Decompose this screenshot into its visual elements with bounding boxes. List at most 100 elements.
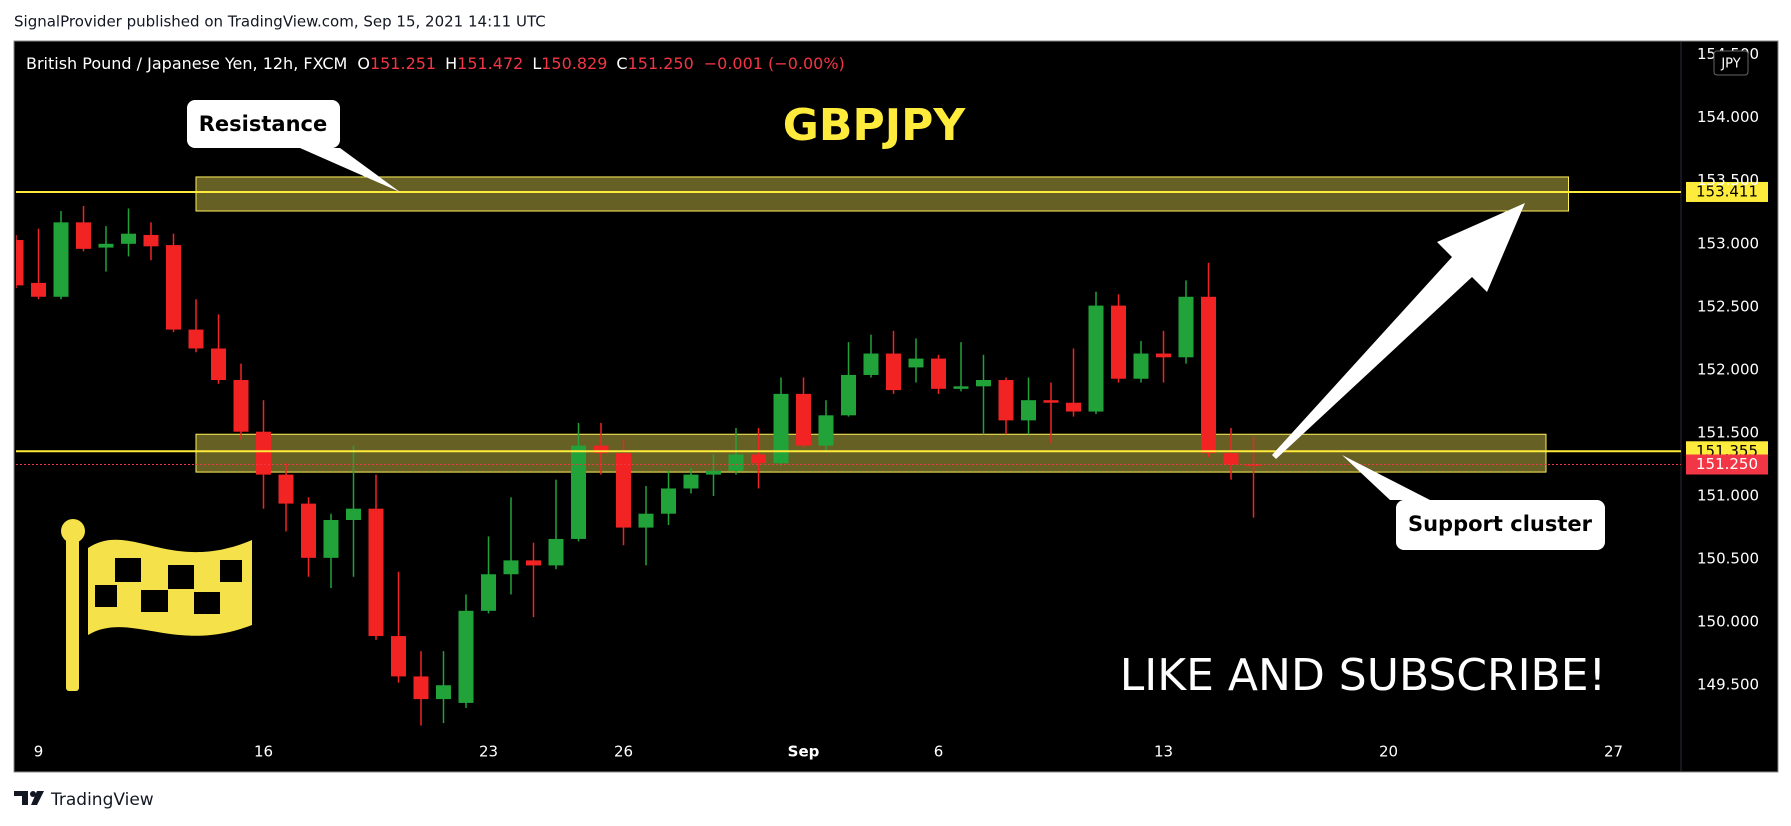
candle-body bbox=[1088, 305, 1104, 412]
y-tick-label: 149.500 bbox=[1697, 676, 1759, 694]
candle-body bbox=[953, 386, 969, 389]
candle-body bbox=[233, 380, 249, 432]
candle-body bbox=[728, 454, 744, 471]
c-value: 151.250 bbox=[628, 54, 694, 73]
x-tick-label: Sep bbox=[788, 743, 820, 761]
candle-body bbox=[931, 358, 946, 389]
candle-body bbox=[458, 610, 474, 703]
candle-body bbox=[211, 348, 226, 381]
candle-body bbox=[526, 560, 541, 566]
candle-body bbox=[278, 474, 294, 504]
candle-body bbox=[773, 393, 789, 464]
y-tick-label: 150.000 bbox=[1697, 613, 1759, 631]
y-tick-label: 152.500 bbox=[1697, 297, 1759, 315]
candle-body bbox=[346, 508, 361, 521]
y-tick-label: 151.500 bbox=[1697, 423, 1759, 441]
chart-title: GBPJPY bbox=[783, 100, 967, 151]
x-tick-label: 9 bbox=[34, 743, 44, 761]
candle-body bbox=[818, 415, 834, 446]
tv-logo bbox=[14, 791, 44, 805]
candle-body bbox=[1021, 400, 1036, 421]
candle-body bbox=[98, 243, 114, 248]
flag-icon bbox=[61, 519, 252, 691]
x-tick-label: 13 bbox=[1154, 743, 1173, 761]
candle-body bbox=[661, 488, 676, 514]
instrument: British Pound / Japanese Yen, 12h, FXCM bbox=[26, 54, 347, 73]
chart-background bbox=[13, 40, 1779, 773]
y-tick-label: 154.000 bbox=[1697, 108, 1759, 126]
candle-body bbox=[751, 454, 766, 464]
x-tick-label: 27 bbox=[1604, 743, 1623, 761]
publisher: SignalProvider published on TradingView.… bbox=[14, 13, 546, 31]
zones bbox=[195, 176, 1569, 473]
candle-body bbox=[1156, 353, 1171, 358]
candle-body bbox=[481, 574, 496, 611]
x-tick-label: 23 bbox=[479, 743, 498, 761]
zone bbox=[195, 176, 1569, 212]
level-label-box bbox=[1686, 454, 1768, 475]
candle-body bbox=[1201, 296, 1216, 454]
candle-body bbox=[683, 474, 699, 489]
candle-body bbox=[1043, 400, 1059, 403]
candle-body bbox=[368, 508, 384, 637]
candle-body bbox=[143, 234, 159, 247]
h-value: 151.472 bbox=[457, 54, 523, 73]
x-tick-label: 6 bbox=[934, 743, 944, 761]
change: −0.001 (−0.00%) bbox=[704, 54, 845, 73]
y-tick-label: 152.000 bbox=[1697, 360, 1759, 378]
footer: TradingView bbox=[50, 790, 154, 810]
candle-body bbox=[706, 470, 721, 475]
candle-body bbox=[413, 676, 429, 700]
candle-body bbox=[391, 636, 406, 677]
legend-line: British Pound / Japanese Yen, 12h, FXCM O… bbox=[26, 54, 845, 73]
resistance-box bbox=[187, 100, 340, 148]
x-tick-label: 20 bbox=[1379, 743, 1398, 761]
level-label-box bbox=[1686, 181, 1768, 202]
candle-body bbox=[796, 393, 811, 446]
candle-body bbox=[53, 222, 69, 297]
support-box bbox=[1396, 500, 1605, 550]
zone bbox=[195, 433, 1547, 473]
candle-body bbox=[548, 538, 564, 566]
candle-body bbox=[616, 453, 631, 528]
candle-body bbox=[166, 245, 181, 330]
up-arrow bbox=[1272, 203, 1525, 459]
candle-body bbox=[638, 513, 654, 528]
resistance-label: Resistance bbox=[199, 112, 327, 136]
candle-body bbox=[31, 282, 46, 297]
candle-body bbox=[301, 503, 316, 558]
candle-body bbox=[976, 380, 991, 387]
c-label: C bbox=[616, 54, 627, 73]
candle-body bbox=[593, 445, 609, 454]
candle-body bbox=[76, 222, 91, 249]
currency: JPY bbox=[1720, 57, 1740, 72]
o-value: 151.251 bbox=[370, 54, 436, 73]
candle-body bbox=[886, 353, 901, 391]
x-tick-label: 16 bbox=[254, 743, 273, 761]
candle-body bbox=[908, 358, 924, 368]
y-tick-label: 153.000 bbox=[1697, 234, 1759, 252]
candle-body bbox=[1111, 305, 1126, 379]
candles bbox=[16, 205, 1261, 726]
candle-body bbox=[121, 233, 136, 244]
candle-body bbox=[1178, 296, 1194, 358]
o-label: O bbox=[357, 54, 370, 73]
level-label: 151.250 bbox=[1696, 455, 1758, 473]
candle-body bbox=[841, 374, 856, 416]
candle-body bbox=[863, 353, 879, 375]
candle-body bbox=[323, 520, 339, 558]
candle-body bbox=[1133, 353, 1149, 379]
y-tick-label: 153.500 bbox=[1697, 171, 1759, 189]
y-tick-label: 150.500 bbox=[1697, 550, 1759, 568]
candle-body bbox=[1246, 464, 1261, 466]
call-to-action: LIKE AND SUBSCRIBE! bbox=[1120, 650, 1606, 701]
l-label: L bbox=[532, 54, 541, 73]
h-label: H bbox=[445, 54, 457, 73]
resistance-pointer bbox=[300, 148, 400, 192]
candle-body bbox=[188, 329, 204, 349]
x-tick-label: 26 bbox=[614, 743, 633, 761]
candle-body bbox=[503, 560, 519, 575]
support-label: Support cluster bbox=[1408, 512, 1593, 536]
